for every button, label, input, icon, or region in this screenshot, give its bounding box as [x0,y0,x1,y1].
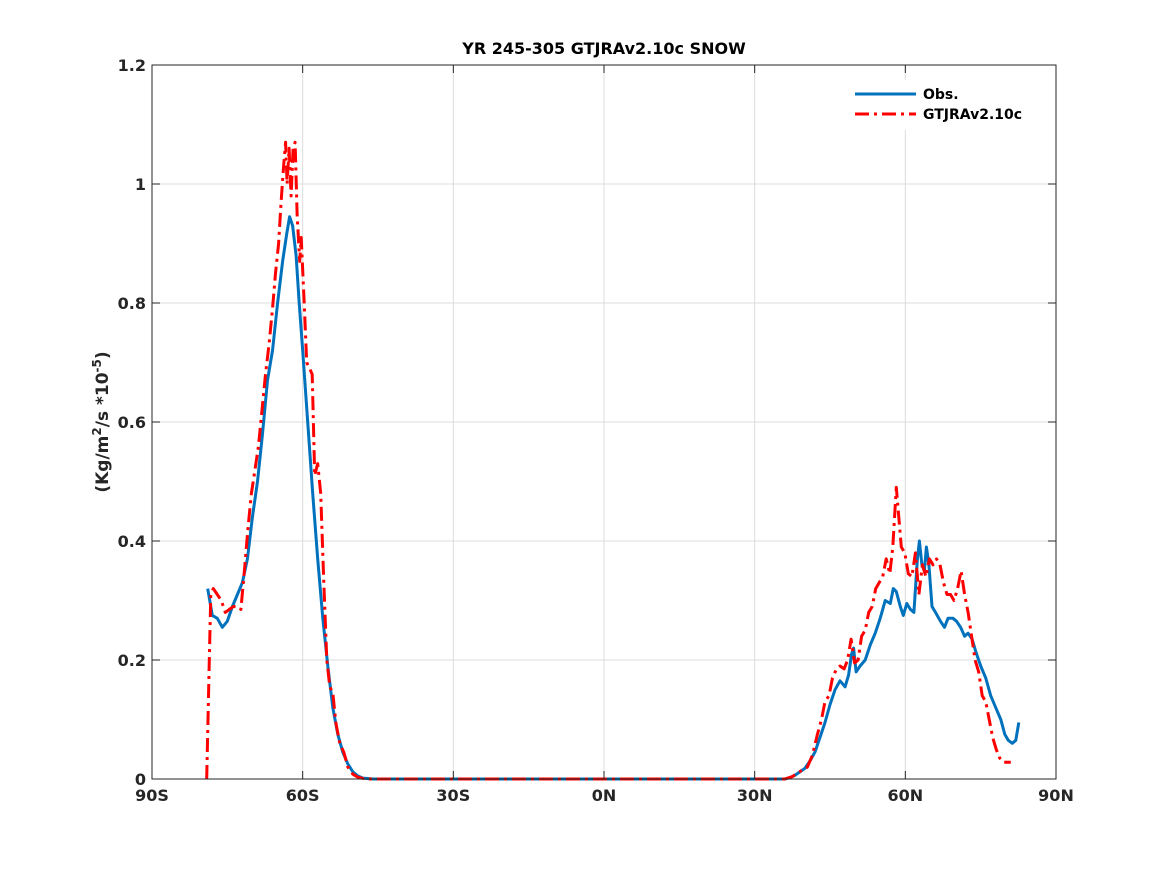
y-tick-label: 0.8 [118,294,146,313]
series-line-0 [206,215,1021,781]
y-tick-label: 0 [135,770,146,789]
y-tick-label: 1 [135,175,146,194]
legend-box [845,80,1040,130]
x-tick-label: 90S [135,786,169,805]
x-tick-label: 0N [592,786,617,805]
legend-label-gtjra: GTJRAv2.10c [923,107,1022,123]
x-tick-labels: 90S 60S 30S 0N 30N 60N 90N [135,786,1074,805]
y-tick-label: 1.2 [118,56,146,75]
x-tick-label: 30S [436,786,470,805]
series-layer [205,140,1021,781]
legend: Obs. GTJRAv2.10c [845,80,1040,130]
y-tick-labels: 0 0.2 0.4 0.6 0.8 1 1.2 [118,56,146,789]
y-tick-label: 0.2 [118,651,146,670]
x-tick-label: 90N [1038,786,1074,805]
y-axis-label-sup1: 2 [90,427,104,435]
y-tick-label: 0.4 [118,532,146,551]
chart-title: YR 245-305 GTJRAv2.10c SNOW [461,39,746,58]
y-axis-label-pre: (Kg/m [93,436,113,493]
legend-label-obs: Obs. [923,87,959,103]
y-axis-label-mid: /s *10 [93,372,113,427]
x-tick-label: 30N [737,786,773,805]
y-axis-label-sup2: -5 [90,359,104,372]
y-tick-label: 0.6 [118,413,146,432]
y-axis-label-post: ) [93,351,113,359]
series-line-1 [205,140,1011,781]
x-tick-label: 60S [286,786,320,805]
x-tick-label: 60N [888,786,924,805]
y-axis-label: (Kg/m2/s *10-5) [90,351,113,492]
ticks [151,64,1057,780]
